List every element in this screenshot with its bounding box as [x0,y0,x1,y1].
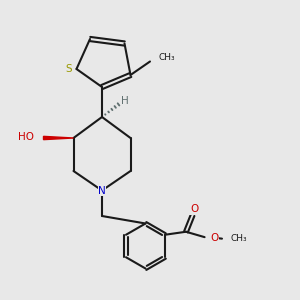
Text: HO: HO [18,132,34,142]
Text: S: S [65,64,72,74]
Text: H: H [121,96,129,106]
Text: CH₃: CH₃ [158,53,175,62]
Text: N: N [98,185,106,196]
Text: O: O [210,233,218,243]
Text: O: O [190,204,198,214]
Polygon shape [44,136,74,140]
Text: CH₃: CH₃ [231,234,247,243]
